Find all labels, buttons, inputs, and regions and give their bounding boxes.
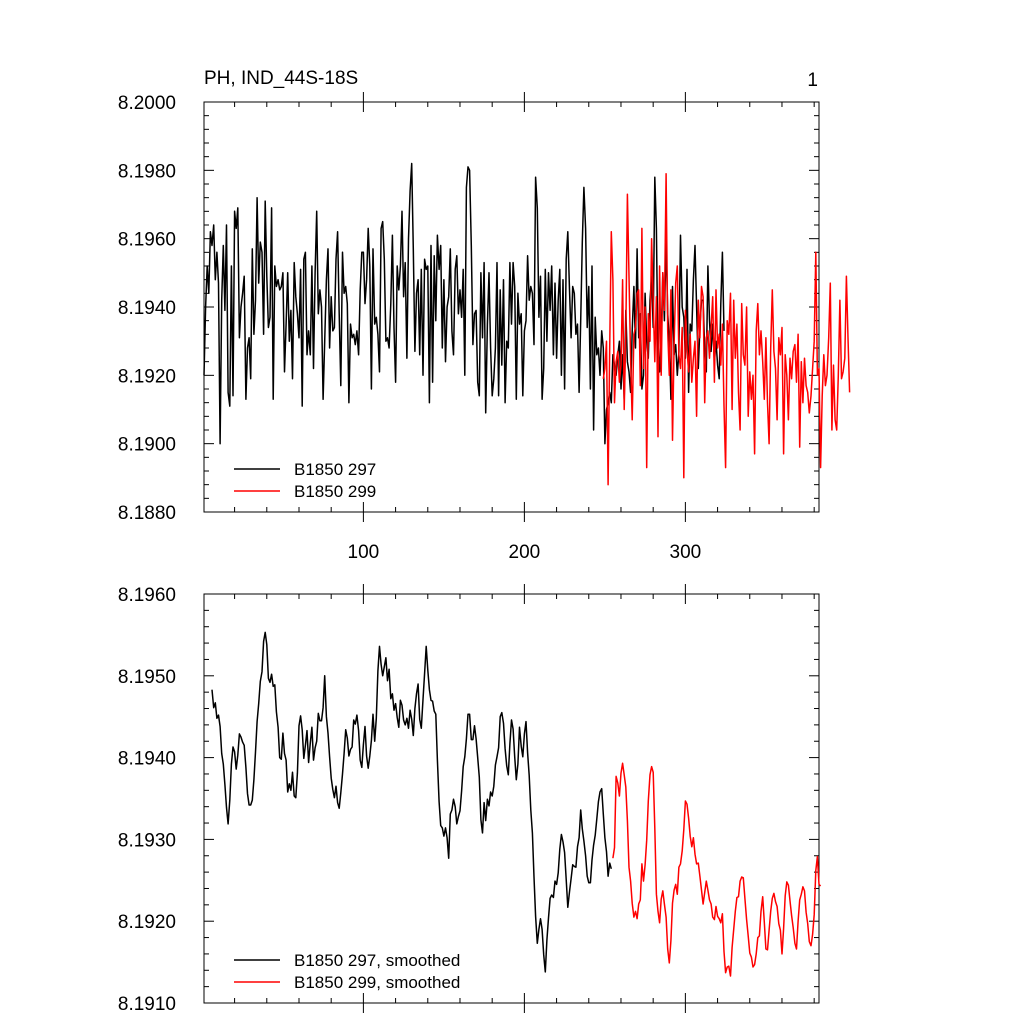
- panel2-legend: B1850 297, smoothed B1850 299, smoothed: [234, 951, 460, 992]
- panel2-ticks: [204, 584, 819, 1013]
- y-tick-label: 8.1940: [118, 749, 176, 770]
- top-panel: PH, IND_44S-18S 1 8.1880 8.1900 8.1920 8.19…: [118, 68, 851, 563]
- panel2-series: [211, 631, 822, 977]
- panel1-legend: B1850 297 B1850 299: [234, 460, 376, 501]
- y-tick-label: 8.1980: [118, 161, 176, 182]
- y-tick-label: 8.1930: [118, 830, 176, 851]
- legend-label-b1850-297: B1850 297: [294, 460, 376, 479]
- panel1-series: [203, 162, 851, 486]
- y-tick-label: 8.1940: [118, 298, 176, 319]
- series-line-b1850-299-smoothed: [612, 762, 822, 977]
- y-tick-label: 8.1900: [118, 435, 176, 456]
- y-tick-label: 8.1960: [118, 585, 176, 606]
- y-tick-label: 8.1920: [118, 912, 176, 933]
- series-line-b1850-297: [203, 162, 725, 445]
- legend-label-b1850-299-smoothed: B1850 299, smoothed: [294, 973, 460, 992]
- legend-label-b1850-299: B1850 299: [294, 482, 376, 501]
- panel2-y-tick-labels: 8.1910 8.1920 8.1930 8.1940 8.1950 8.1960: [118, 585, 176, 1015]
- series-line-b1850-297-smoothed: [211, 631, 613, 973]
- y-tick-label: 8.1880: [118, 503, 176, 524]
- panel1-y-tick-labels: 8.1880 8.1900 8.1920 8.1940 8.1960 8.1980 8.20…: [118, 93, 176, 524]
- panel1-x-tick-labels: 100 200 300: [348, 542, 702, 563]
- legend-label-b1850-297-smoothed: B1850 297, smoothed: [294, 951, 460, 970]
- panel2-frame: [203, 593, 820, 1004]
- panel1-title: PH, IND_44S-18S: [204, 68, 358, 89]
- bottom-panel: 8.1910 8.1920 8.1930 8.1940 8.1950 8.1960 B18…: [118, 584, 822, 1015]
- x-tick-label: 200: [509, 542, 541, 563]
- x-tick-label: 100: [348, 542, 380, 563]
- panel1-corner-label: 1: [807, 70, 818, 91]
- series-line-b1850-299: [602, 172, 851, 486]
- y-tick-label: 8.1920: [118, 366, 176, 387]
- y-tick-label: 8.2000: [118, 93, 176, 114]
- y-tick-label: 8.1950: [118, 667, 176, 688]
- y-tick-label: 8.1910: [118, 994, 176, 1015]
- x-tick-label: 300: [670, 542, 702, 563]
- y-tick-label: 8.1960: [118, 230, 176, 251]
